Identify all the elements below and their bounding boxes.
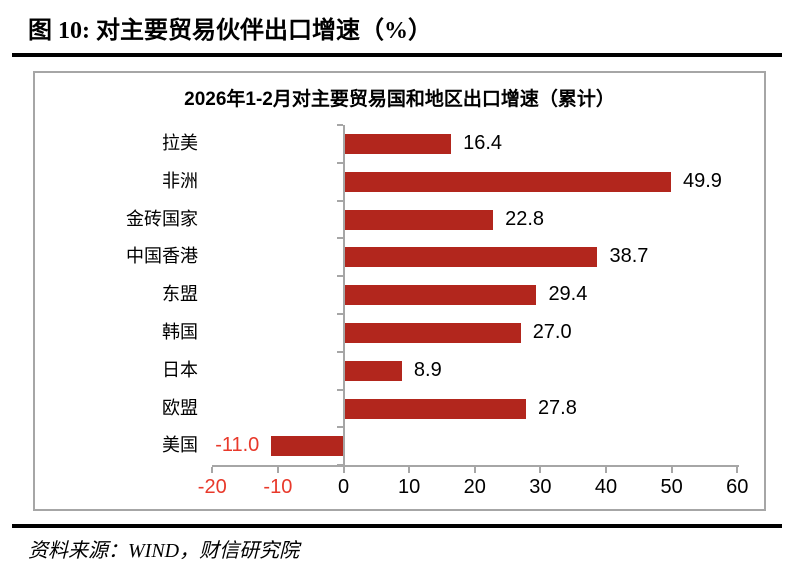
figure-title: 图 10: 对主要贸易伙伴出口增速（%） bbox=[28, 18, 432, 44]
top-divider bbox=[12, 53, 782, 57]
value-label: 16.4 bbox=[463, 132, 503, 154]
category-axis-line bbox=[342, 125, 345, 466]
value-label: 8.9 bbox=[413, 358, 442, 381]
value-axis-tick bbox=[670, 467, 673, 474]
category-axis-tick bbox=[336, 275, 343, 278]
chart-frame: 2026年1-2月对主要贸易国和地区出口增速（累计） 拉美 16.4 非洲 49.9 金… bbox=[33, 71, 766, 511]
value-axis-tick bbox=[408, 467, 411, 474]
bottom-divider bbox=[12, 524, 782, 528]
value-axis-tick-label: 10 bbox=[398, 476, 421, 499]
bar-positive bbox=[343, 209, 494, 230]
value-axis-tick-label: -10 bbox=[263, 476, 293, 499]
category-label: 欧盟 bbox=[162, 397, 198, 418]
category-axis-tick bbox=[336, 313, 343, 315]
value-axis-tick-label: 20 bbox=[463, 476, 486, 499]
value-axis-tick-label: -20 bbox=[197, 476, 227, 499]
value-axis-tick-label: 60 bbox=[726, 476, 749, 499]
category-label: 韩国 bbox=[162, 322, 198, 342]
bar-positive bbox=[343, 322, 521, 343]
category-label: 非洲 bbox=[162, 170, 198, 191]
bar-positive bbox=[343, 285, 537, 306]
value-axis-tick-label: 50 bbox=[660, 476, 683, 499]
bar-positive bbox=[343, 133, 452, 154]
value-axis-tick-label: 0 bbox=[337, 476, 350, 499]
value-axis-tick bbox=[211, 467, 214, 474]
value-axis-tick bbox=[342, 467, 345, 474]
source-note: 资料来源：WIND，财信研究院 bbox=[28, 540, 300, 562]
value-axis-tick bbox=[473, 467, 476, 474]
value-label: 49.9 bbox=[682, 169, 722, 192]
plot-area: 拉美 16.4 非洲 49.9 金砖国家 22.8 中国香港 38.7 东盟 29.4 韩国 27.0… bbox=[35, 73, 764, 509]
bar-positive bbox=[343, 171, 671, 192]
category-axis-tick bbox=[336, 124, 343, 126]
category-axis-tick bbox=[336, 161, 343, 164]
value-axis-tick bbox=[736, 467, 739, 474]
bar-negative bbox=[271, 436, 344, 457]
category-axis-tick bbox=[336, 426, 343, 429]
value-axis-tick-label: 30 bbox=[529, 476, 552, 499]
value-label: -11.0 bbox=[215, 434, 260, 457]
value-axis-line bbox=[212, 465, 740, 468]
value-label: 22.8 bbox=[505, 207, 545, 230]
chart-title: 2026年1-2月对主要贸易国和地区出口增速（累计） bbox=[184, 89, 615, 110]
category-axis-tick bbox=[336, 237, 343, 240]
category-label: 拉美 bbox=[162, 133, 198, 153]
value-axis-tick bbox=[605, 467, 607, 474]
bar-positive bbox=[343, 247, 598, 268]
value-axis-tick-label: 40 bbox=[594, 476, 618, 499]
value-label: 29.4 bbox=[548, 283, 588, 306]
value-label: 27.0 bbox=[532, 321, 572, 343]
value-label: 27.8 bbox=[537, 396, 577, 419]
category-axis-tick bbox=[336, 388, 343, 391]
value-axis-tick bbox=[276, 467, 279, 474]
bar-positive bbox=[343, 360, 402, 381]
category-axis-tick bbox=[336, 199, 343, 202]
category-axis-tick bbox=[336, 350, 343, 353]
value-label: 38.7 bbox=[609, 245, 649, 268]
category-label: 美国 bbox=[162, 435, 198, 456]
category-label: 东盟 bbox=[162, 284, 198, 305]
category-label: 日本 bbox=[162, 359, 198, 380]
category-label: 中国香港 bbox=[126, 246, 198, 267]
category-label: 金砖国家 bbox=[126, 208, 198, 229]
bar-positive bbox=[343, 398, 526, 419]
value-axis-tick bbox=[539, 467, 542, 474]
